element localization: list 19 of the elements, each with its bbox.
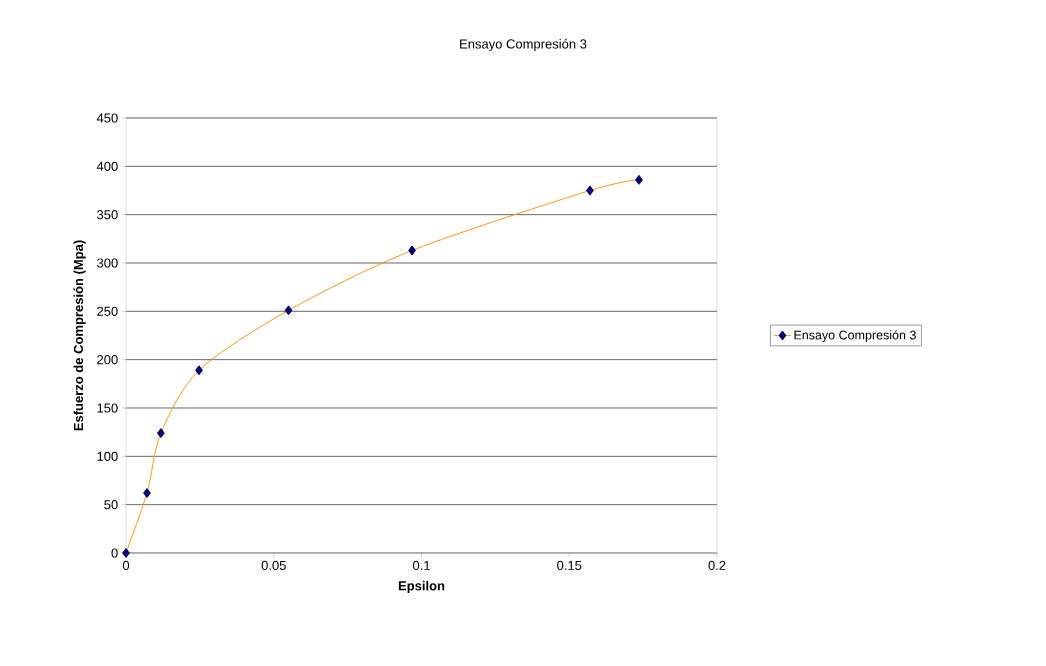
y-tick-label: 350	[97, 210, 118, 220]
x-tick-label: 0.05	[261, 560, 286, 570]
y-tick-label: 0	[111, 548, 118, 558]
x-tick-label: 0.1	[412, 560, 430, 570]
legend-label: Ensayo Compresión 3	[794, 330, 916, 342]
y-tick-label: 50	[104, 500, 118, 510]
x-tick-label: 0	[122, 560, 130, 570]
y-tick-label: 250	[97, 306, 118, 316]
y-tick-label: 150	[97, 403, 118, 413]
y-tick-label: 200	[97, 355, 118, 365]
y-tick-label: 100	[97, 451, 118, 461]
y-tick-label: 450	[96, 113, 118, 123]
x-tick-label: 0.15	[557, 560, 582, 570]
chart-title: Ensayo Compresión 3	[460, 38, 587, 52]
y-tick-label: 400	[96, 161, 118, 171]
x-tick-label: 0.2	[708, 560, 726, 570]
y-tick-label: 300	[97, 258, 118, 268]
y-axis-title: Esfuerzo de Compresión (Mpa)	[73, 240, 86, 431]
x-axis-title: Epsilon	[398, 580, 445, 593]
